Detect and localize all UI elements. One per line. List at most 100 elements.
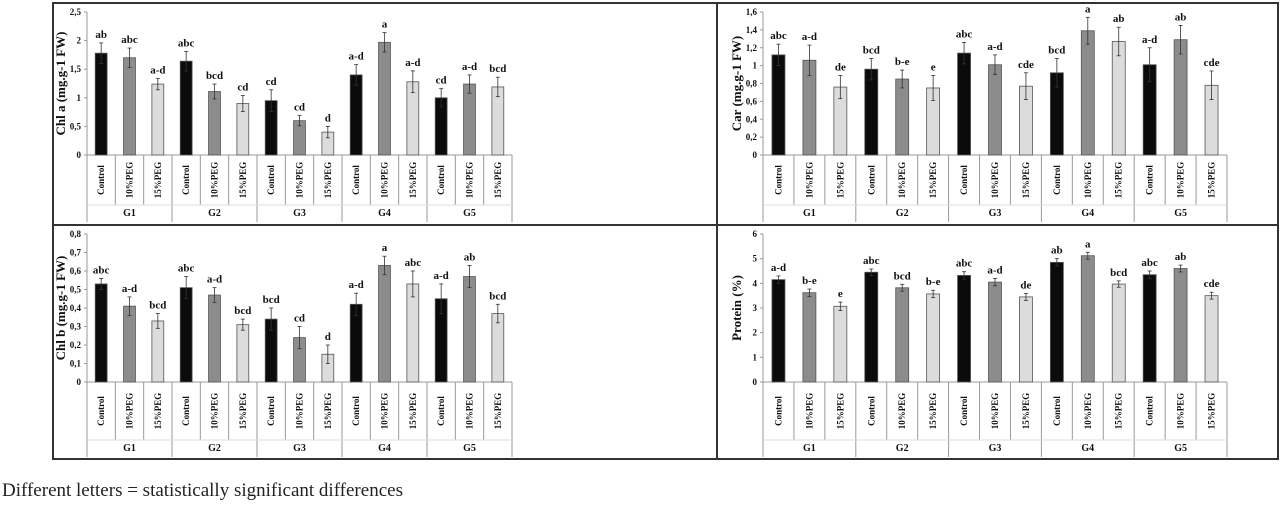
chart-panel-2: 0 0,2 0,4 0,6 0,8 1 1,2 1,4 1,6 Car (mg.g-1 FW) G1… [716,2,1279,226]
bar-G4-10%PEG [378,265,391,383]
category-label: 15%PEG [1021,393,1031,430]
group-label: G2 [208,443,221,454]
bar-G1-Control [94,52,108,156]
significance-letter: abc [93,264,110,276]
group-label: G3 [989,443,1002,454]
category-label: 15%PEG [1207,162,1217,199]
category-label: Control [1145,165,1155,195]
bar-G1-Control [771,54,786,156]
bar-G3-Control [957,52,971,156]
bar-G3-10%PEG [988,281,1002,383]
category-label: Control [773,165,783,195]
bar-G2-10%PEG [208,91,221,156]
y-tick-label: 0,5 [70,285,82,295]
bar-G4-15%PEG [1111,41,1126,156]
category-label: 15%PEG [238,393,248,430]
significance-letter: d [325,112,331,124]
category-label: Control [351,396,361,426]
y-tick-label: 5 [753,254,758,264]
y-tick-label: 0 [77,150,82,160]
category-label: 10%PEG [465,393,475,430]
bar-G1-10%PEG [802,292,817,383]
significance-letter: abc [956,258,973,270]
y-tick-label: 2 [77,36,82,46]
significance-letter: abc [178,263,195,275]
bar-G4-15%PEG [406,283,420,383]
y-axis-label: Chl b (mg.g-1 FW) [53,256,68,361]
bar-G2-15%PEG [236,324,250,383]
category-label: 10%PEG [210,162,220,199]
significance-letter: bcd [234,305,251,317]
group-label: G1 [123,443,136,454]
category-label: 10%PEG [1083,162,1093,199]
significance-letter: a-d [122,283,137,295]
category-label: Control [866,165,876,195]
significance-letter: bcd [1110,267,1127,279]
bar-G1-10%PEG [123,305,136,383]
category-label: 15%PEG [493,162,503,199]
category-label: 10%PEG [990,393,1000,430]
significance-letter: abc [956,28,973,40]
group-label: G5 [1174,208,1187,219]
category-label: Control [181,396,191,426]
bar-G2-10%PEG [895,78,910,156]
y-tick-label: 1,6 [746,7,758,17]
bar-G5-15%PEG [1204,295,1219,383]
bar-G1-Control [771,279,786,383]
category-label: 15%PEG [408,393,418,430]
category-label: Control [959,396,969,426]
y-tick-label: 0,8 [746,79,758,89]
significance-letter: bcd [863,44,880,56]
y-tick-label: 0,4 [746,114,758,124]
y-axis-label: Chl a (mg.g-1 FW) [53,32,68,136]
y-tick-label: 1,4 [746,25,758,35]
group-label: G1 [803,208,816,219]
bar-G1-10%PEG [123,57,136,156]
significance-letter: ab [1175,11,1187,23]
y-tick-label: 0,3 [70,322,82,332]
significance-letter: a-d [802,31,817,43]
group-label: G3 [293,208,306,219]
category-label: 15%PEG [1207,393,1217,430]
significance-letter: de [835,61,846,73]
significance-letter: ab [95,29,107,41]
caption: Different letters = statistically signif… [2,480,403,501]
category-label: 15%PEG [323,162,333,199]
significance-letter: a-d [434,270,449,282]
category-label: 15%PEG [1021,162,1031,199]
significance-letter: a-d [987,41,1002,53]
category-label: 10%PEG [1083,393,1093,430]
significance-letter: abc [178,37,195,49]
group-label: G2 [208,208,221,219]
significance-letter: abc [121,34,138,46]
y-tick-label: 0,6 [70,266,82,276]
significance-letter: cd [266,76,277,88]
bar-G5-15%PEG [491,86,505,156]
bar-G4-Control [349,74,363,156]
significance-letter: bcd [1048,44,1065,56]
y-tick-label: 4 [753,278,758,288]
significance-letter: a-d [462,61,477,73]
significance-letter: abc [770,30,787,42]
significance-letter: bcd [149,300,166,312]
significance-letter: a-d [405,57,420,69]
category-label: 15%PEG [408,162,418,199]
category-label: 15%PEG [493,393,503,430]
panel-frame [716,224,1279,460]
bar-G5-10%PEG [463,83,476,156]
category-label: Control [1052,165,1062,195]
category-label: 10%PEG [125,393,135,430]
category-label: Control [181,165,191,195]
significance-letter: bcd [894,270,911,282]
y-tick-label: 1,5 [70,64,82,74]
y-tick-label: 2 [753,328,758,338]
significance-letter: a-d [771,262,786,274]
category-label: 10%PEG [210,393,220,430]
bar-G5-10%PEG [463,276,476,383]
bar-G4-10%PEG [1080,255,1095,383]
significance-letter: a [382,19,388,31]
significance-letter: cde [1204,278,1220,290]
y-tick-label: 0 [77,377,82,387]
y-tick-label: 0,7 [70,248,82,258]
